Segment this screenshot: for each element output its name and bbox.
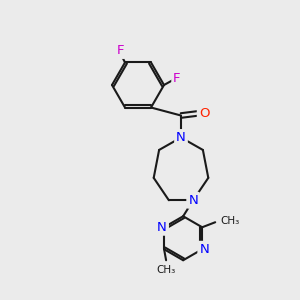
Text: F: F	[116, 44, 124, 57]
Text: CH₃: CH₃	[220, 216, 239, 226]
Text: N: N	[157, 221, 167, 234]
Text: CH₃: CH₃	[157, 265, 176, 275]
Text: N: N	[176, 131, 186, 144]
Text: F: F	[173, 71, 181, 85]
Text: O: O	[199, 107, 209, 120]
Text: N: N	[188, 194, 198, 207]
Text: N: N	[199, 243, 209, 256]
